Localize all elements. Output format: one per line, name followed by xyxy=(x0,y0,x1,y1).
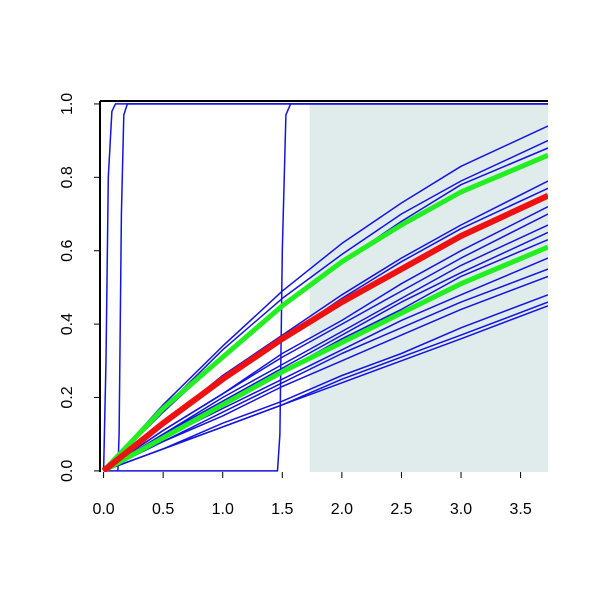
curve xyxy=(101,192,548,472)
y-tick-label: 0.4 xyxy=(59,313,76,335)
x-tick-label: 3.5 xyxy=(509,501,531,518)
curve xyxy=(103,125,548,472)
curve xyxy=(103,275,548,472)
y-tick-label: 0.2 xyxy=(59,386,76,408)
plot-area xyxy=(101,103,548,472)
x-tick-label: 0.5 xyxy=(152,501,174,518)
x-tick-label: 1.5 xyxy=(271,501,293,518)
curve xyxy=(103,305,548,472)
y-tick-label: 0.8 xyxy=(59,166,76,188)
x-tick-label: 2.5 xyxy=(390,501,412,518)
x-tick-label: 3.0 xyxy=(450,501,472,518)
x-tick-label: 0.0 xyxy=(92,501,114,518)
curve xyxy=(101,152,548,472)
x-tick-label: 2.0 xyxy=(331,501,353,518)
x-tick-label: 1.0 xyxy=(212,501,234,518)
y-tick-label: 0.6 xyxy=(59,240,76,262)
curve xyxy=(102,244,548,472)
curve xyxy=(117,103,548,471)
y-tick-label: 1.0 xyxy=(59,93,76,115)
curve xyxy=(103,231,548,472)
y-tick-label: 0.0 xyxy=(59,460,76,482)
curve xyxy=(103,213,548,472)
curve xyxy=(103,103,548,472)
